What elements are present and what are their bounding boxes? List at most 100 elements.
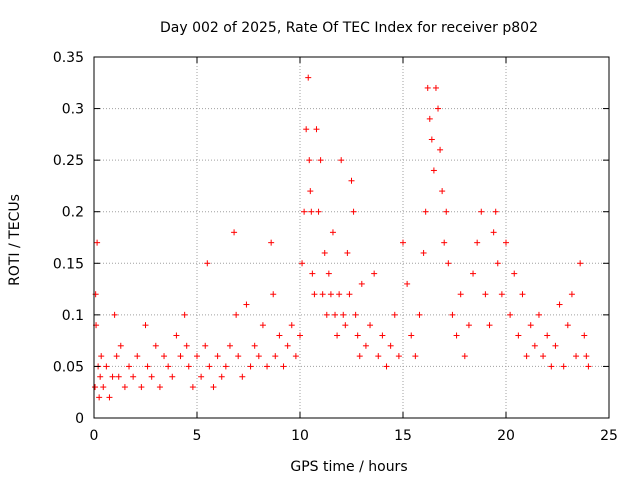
data-point — [305, 74, 312, 81]
data-point — [461, 353, 468, 360]
axis-ticks: 0 5 10 15 20 25 0 0.05 0.1 0.15 0.2 0.25 0.3 0.35 — [53, 50, 618, 444]
data-point — [301, 208, 308, 215]
data-point — [297, 332, 303, 339]
x-tick-label: 10 — [291, 428, 309, 444]
y-tick-label: 0.2 — [62, 205, 84, 221]
data-point — [280, 363, 287, 370]
data-point — [100, 384, 107, 391]
data-point — [352, 311, 359, 318]
x-tick-label: 25 — [600, 428, 618, 444]
x-tick-label: 15 — [394, 428, 412, 444]
data-point — [317, 157, 324, 164]
data-point — [519, 291, 526, 298]
data-point — [564, 322, 571, 329]
data-point — [161, 353, 168, 360]
data-point — [268, 239, 275, 246]
data-point — [511, 270, 518, 277]
data-point — [92, 384, 99, 391]
y-tick-label: 0 — [75, 411, 84, 427]
data-point — [531, 342, 538, 349]
data-point — [432, 84, 439, 91]
data-point — [173, 332, 180, 339]
data-point — [259, 322, 266, 329]
data-point — [272, 353, 279, 360]
data-point — [325, 270, 332, 277]
data-point — [96, 394, 103, 401]
data-point — [428, 136, 435, 143]
y-tick-label: 0.25 — [53, 153, 84, 169]
data-point — [165, 363, 172, 370]
data-point — [243, 301, 250, 308]
data-point — [138, 384, 145, 391]
data-point — [426, 115, 433, 122]
data-point — [292, 353, 299, 360]
data-point — [350, 208, 357, 215]
data-point — [303, 126, 310, 133]
data-point — [430, 167, 437, 174]
data-point — [210, 384, 217, 391]
data-point — [126, 363, 133, 370]
data-point — [255, 353, 262, 360]
data-point — [152, 342, 159, 349]
data-point — [400, 239, 406, 246]
data-point — [354, 332, 361, 339]
data-point — [103, 363, 110, 370]
data-point — [507, 311, 514, 318]
data-point — [441, 239, 448, 246]
data-point — [416, 311, 423, 318]
data-point — [194, 353, 200, 360]
data-point — [183, 342, 190, 349]
data-point — [457, 291, 464, 298]
data-point — [344, 249, 351, 256]
data-point — [177, 353, 184, 360]
data-point — [482, 291, 489, 298]
data-point — [408, 332, 415, 339]
data-point — [239, 373, 246, 380]
data-point — [169, 373, 176, 380]
data-point — [309, 270, 316, 277]
data-point — [581, 332, 588, 339]
data-point — [437, 146, 444, 153]
data-point — [121, 384, 128, 391]
data-point — [311, 291, 318, 298]
data-point — [540, 353, 547, 360]
data-point — [395, 353, 402, 360]
chart-title: Day 002 of 2025, Rate Of TEC Index for r… — [160, 20, 538, 36]
data-point — [523, 353, 530, 360]
data-point — [134, 353, 141, 360]
data-point — [113, 353, 120, 360]
data-point — [412, 353, 419, 360]
data-point — [474, 239, 481, 246]
data-point — [202, 342, 209, 349]
data-point — [231, 229, 238, 236]
data-point — [362, 342, 369, 349]
data-point — [470, 270, 477, 277]
data-point — [319, 291, 326, 298]
data-point — [98, 353, 105, 360]
data-point — [375, 353, 382, 360]
data-point — [422, 208, 429, 215]
data-point — [465, 322, 472, 329]
data-point — [383, 363, 390, 370]
data-point — [270, 291, 277, 298]
data-point — [144, 363, 151, 370]
grid — [94, 57, 609, 418]
data-point — [206, 363, 213, 370]
data-point — [387, 342, 394, 349]
data-point — [552, 342, 559, 349]
data-point — [371, 270, 378, 277]
data-point — [346, 291, 353, 298]
data-point — [494, 260, 501, 267]
data-point — [299, 260, 306, 267]
data-point — [556, 301, 563, 308]
x-tick-label: 20 — [497, 428, 515, 444]
data-point — [327, 291, 334, 298]
data-point — [490, 229, 497, 236]
data-point — [535, 311, 542, 318]
data-point — [214, 353, 221, 360]
data-point — [492, 208, 499, 215]
data-point — [308, 208, 315, 215]
data-point — [503, 239, 509, 246]
data-point — [435, 105, 442, 112]
